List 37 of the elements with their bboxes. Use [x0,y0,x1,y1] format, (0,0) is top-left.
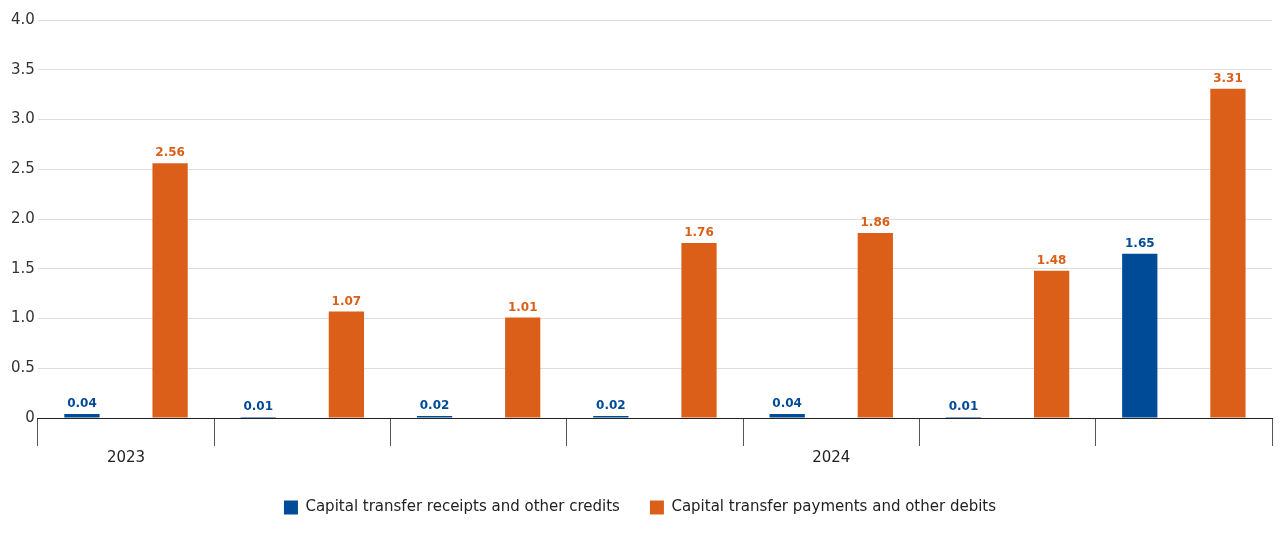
y-tick-label: 1.5 [11,258,35,277]
y-tick-label: 0.5 [11,358,35,377]
y-tick-label: 2.0 [11,208,35,227]
data-label: 1.76 [684,225,714,240]
y-tick-label: 4.0 [11,9,35,28]
data-label: 1.07 [331,293,362,308]
y-tick-label: 1.0 [11,308,35,327]
y-tick-label: 2.5 [11,159,35,178]
data-label: 0.04 [772,396,802,411]
bar [769,414,805,418]
y-tick-label: 0 [25,407,35,426]
x-tick-label: 2023 [106,447,146,466]
bar [505,317,541,418]
data-label: 2.56 [155,145,185,160]
data-label: 0.02 [419,398,450,413]
x-tick-label: 2024 [812,447,851,466]
legend-label: Capital transfer payments and other debits [671,497,997,516]
data-label: 0.02 [596,398,626,413]
y-tick-label: 3.0 [11,109,35,128]
bar [857,232,893,418]
data-label: 0.01 [243,399,274,414]
legend-label: Capital transfer receipts and other credits [305,497,621,516]
data-label: 1.65 [1124,235,1155,250]
bar [1122,253,1158,418]
data-label: 1.01 [507,299,538,314]
data-label: 1.48 [1036,252,1067,267]
y-tick-label: 3.5 [11,59,35,78]
data-label: 0.01 [948,399,979,414]
bar [1210,88,1246,418]
bar [1033,270,1070,418]
bar [328,311,365,418]
data-label: 3.31 [1213,70,1243,85]
data-label: 0.04 [67,396,97,411]
bar [64,414,100,418]
bar [681,242,717,418]
data-label: 1.86 [860,215,891,230]
bar [152,163,188,418]
